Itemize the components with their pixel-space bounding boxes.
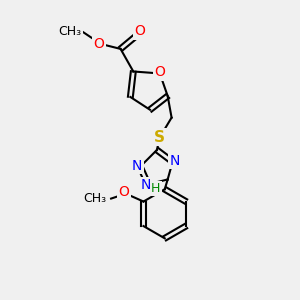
- Text: O: O: [118, 185, 129, 199]
- Text: CH₃: CH₃: [58, 25, 81, 38]
- Text: CH₃: CH₃: [83, 192, 106, 205]
- Text: S: S: [154, 130, 165, 145]
- Text: O: O: [135, 24, 146, 38]
- Text: N: N: [141, 178, 151, 192]
- Text: O: O: [154, 65, 165, 80]
- Text: N: N: [169, 154, 180, 168]
- Text: N: N: [132, 159, 142, 173]
- Text: O: O: [94, 37, 104, 51]
- Text: H: H: [151, 182, 160, 195]
